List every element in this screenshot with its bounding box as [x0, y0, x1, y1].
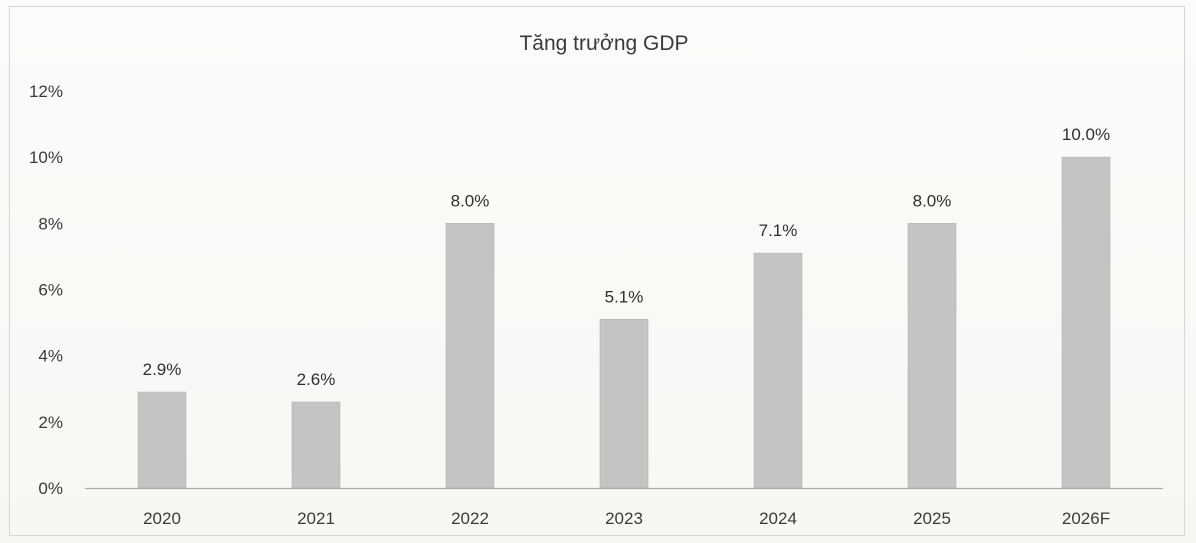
chart-frame — [9, 6, 1185, 536]
y-tick-label: 4% — [38, 347, 63, 366]
data-label: 2.6% — [297, 370, 336, 389]
bar — [137, 391, 187, 489]
y-axis: 0% 2% 4% 6% 8% 10% 12% — [29, 82, 63, 498]
x-tick-label: 2025 — [913, 509, 951, 528]
y-tick-label: 10% — [29, 148, 63, 167]
data-label: 5.1% — [605, 287, 644, 306]
bar — [753, 252, 803, 489]
x-tick-label: 2026F — [1062, 509, 1110, 528]
data-label: 8.0% — [451, 191, 490, 210]
data-label: 10.0% — [1062, 125, 1110, 144]
chart-title: Tăng trưởng GDP — [519, 32, 688, 55]
data-label: 2.9% — [143, 360, 182, 379]
x-tick-label: 2023 — [605, 509, 643, 528]
x-tick-label: 2022 — [451, 509, 489, 528]
bar — [1061, 156, 1111, 489]
y-tick-label: 8% — [38, 214, 63, 233]
data-labels: 2.9% 2.6% 8.0% 5.1% 7.1% 8.0% 10.0% — [143, 125, 1110, 389]
x-tick-label: 2021 — [297, 509, 335, 528]
y-tick-label: 0% — [38, 479, 63, 498]
y-tick-label: 2% — [38, 413, 63, 432]
x-tick-label: 2024 — [759, 509, 797, 528]
bar — [599, 318, 649, 489]
bar — [445, 223, 495, 489]
bar — [291, 401, 341, 489]
data-label: 8.0% — [913, 191, 952, 210]
bar-series — [137, 156, 1111, 489]
y-tick-label: 12% — [29, 82, 63, 101]
x-tick-label: 2020 — [143, 509, 181, 528]
bar — [907, 223, 957, 489]
x-axis: 2020 2021 2022 2023 2024 2025 2026F — [143, 509, 1110, 528]
y-tick-label: 6% — [38, 281, 63, 300]
data-label: 7.1% — [759, 221, 798, 240]
